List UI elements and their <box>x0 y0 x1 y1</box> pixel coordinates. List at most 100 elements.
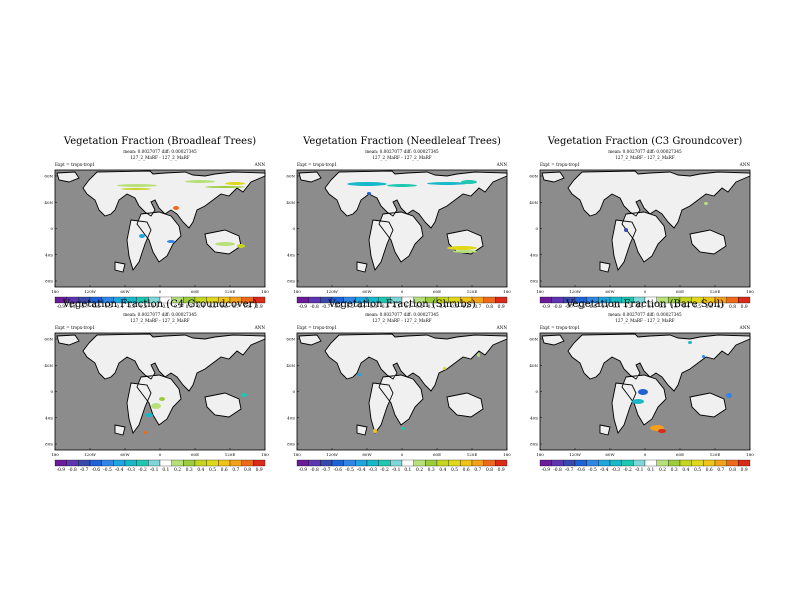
colorbar-swatch <box>436 459 449 467</box>
lat-tick-label: 40N <box>286 200 295 205</box>
colorbar-label: -0.4 <box>357 468 366 473</box>
lon-tick-label: 120E <box>467 289 478 294</box>
colorbar-swatch <box>551 459 564 467</box>
lon-tick-label: 120E <box>710 452 721 457</box>
colorbar-label: 0.1 <box>404 468 411 473</box>
colorbar-label: -0.3 <box>369 468 378 473</box>
colorbar-label: 0.7 <box>717 305 724 310</box>
anomaly-cell <box>237 244 245 248</box>
colorbar-swatch <box>390 459 403 467</box>
lon-tick-label: 180 <box>293 289 301 294</box>
colorbar-label: 0.6 <box>706 305 713 310</box>
colorbar-label: -0.7 <box>80 305 89 310</box>
anomaly-cell <box>117 184 157 187</box>
lat-tick-label: 40S <box>530 415 538 420</box>
colorbar-label: 0.6 <box>221 305 228 310</box>
colorbar-label: 0.3 <box>428 305 435 310</box>
colorbar-label: 0.5 <box>209 468 216 473</box>
colorbar-label: -0.9 <box>542 305 551 310</box>
colorbar-label: -0.4 <box>357 305 366 310</box>
colorbar-swatch <box>495 296 508 304</box>
panel-period: ANN <box>254 162 266 167</box>
lat-tick-label: 40N <box>529 363 538 368</box>
colorbar-label: 0.2 <box>416 305 423 310</box>
colorbar-swatch <box>136 459 149 467</box>
lon-tick-label: 180 <box>51 289 59 294</box>
lon-tick-label: 0 <box>159 289 162 294</box>
lat-tick-label: 40N <box>44 200 53 205</box>
colorbar-swatch <box>714 459 727 467</box>
colorbar-swatch <box>621 459 634 467</box>
colorbar-label: -0.8 <box>310 468 319 473</box>
colorbar-swatch <box>331 459 344 467</box>
colorbar-swatch <box>206 459 219 467</box>
colorbar-label: 0.1 <box>647 468 654 473</box>
colorbar-swatch <box>644 459 657 467</box>
anomaly-cell <box>447 246 477 250</box>
colorbar-swatch <box>483 296 496 304</box>
colorbar-label: -0.8 <box>553 305 562 310</box>
lat-tick-label: 60N <box>286 337 295 342</box>
colorbar-label: 0.5 <box>451 468 458 473</box>
lat-tick-label: 80S <box>530 442 538 447</box>
panel-expt: Expt = tropx-trop1 <box>297 325 337 330</box>
colorbar-swatch <box>171 459 184 467</box>
colorbar-label: -0.2 <box>623 305 632 310</box>
lat-tick-label: 80S <box>287 279 295 284</box>
lon-tick-label: 120E <box>467 452 478 457</box>
panel-version: 127_2_MaRF - 127_2_MaRF <box>130 155 190 160</box>
lon-tick-label: 120W <box>569 452 582 457</box>
colorbar-label: -0.1 <box>392 468 401 473</box>
colorbar-label: 0.9 <box>498 468 505 473</box>
colorbar-label: 0.1 <box>404 305 411 310</box>
anomaly-cell <box>453 250 477 253</box>
colorbar-swatch <box>366 459 379 467</box>
colorbar-swatch <box>308 459 321 467</box>
lat-tick-label: 40S <box>287 415 295 420</box>
colorbar-swatch <box>495 459 508 467</box>
colorbar-label: -0.5 <box>103 468 112 473</box>
colorbar-swatch <box>343 459 356 467</box>
colorbar-label: -0.6 <box>92 305 101 310</box>
panel-title: Vegetation Fraction (Broadleaf Trees) <box>63 136 256 147</box>
panel-version: 127_2_MaRF - 127_2_MaRF <box>615 155 675 160</box>
colorbar-label: -0.4 <box>600 468 609 473</box>
colorbar-swatch <box>308 296 321 304</box>
colorbar-label: 0.3 <box>428 468 435 473</box>
lon-tick-label: 0 <box>159 452 162 457</box>
anomaly-cell <box>241 393 247 397</box>
panel-stats: mean: 0.0027077 diff: 0.00027345 <box>123 312 197 317</box>
colorbar-label: -0.2 <box>138 468 147 473</box>
colorbar-swatch <box>241 459 254 467</box>
colorbar-swatch <box>253 459 266 467</box>
anomaly-cell <box>702 355 705 358</box>
colorbar-label: -0.1 <box>392 305 401 310</box>
anomaly-cell <box>139 234 145 238</box>
colorbar-swatch <box>89 459 102 467</box>
colorbar-label: 0.1 <box>162 305 169 310</box>
colorbar-label: -0.5 <box>345 305 354 310</box>
colorbar-label: -0.1 <box>150 468 159 473</box>
colorbar-swatch <box>401 459 414 467</box>
lat-tick-label: 40N <box>286 363 295 368</box>
lat-tick-label: 0 <box>50 389 53 394</box>
lon-tick-label: 0 <box>644 289 647 294</box>
colorbar-swatch <box>539 296 552 304</box>
colorbar-swatch <box>563 459 576 467</box>
anomaly-cell <box>215 242 235 246</box>
colorbar-label: -0.3 <box>612 305 621 310</box>
anomaly-cell <box>477 353 480 357</box>
colorbar-swatch <box>471 459 484 467</box>
anomaly-cell <box>624 228 628 232</box>
anomaly-cell <box>151 403 161 409</box>
colorbar-swatch <box>738 296 751 304</box>
colorbar-swatch <box>355 459 368 467</box>
panel-period: ANN <box>739 162 751 167</box>
colorbar-swatch <box>726 459 739 467</box>
lon-tick-label: 180 <box>536 289 544 294</box>
colorbar-swatch <box>656 459 669 467</box>
panel-version: 127_2_MaRF - 127_2_MaRF <box>615 318 675 323</box>
colorbar-swatch <box>159 459 172 467</box>
colorbar-label: 0.3 <box>186 468 193 473</box>
anomaly-cell <box>159 397 165 401</box>
